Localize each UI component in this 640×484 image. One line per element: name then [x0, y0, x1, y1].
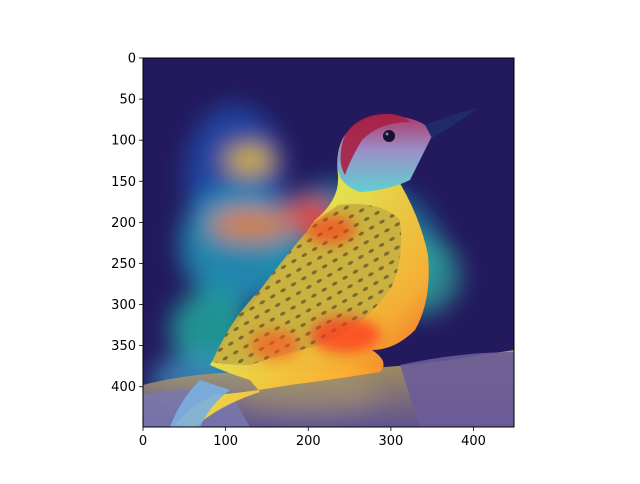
y-tick-label: 250 — [111, 257, 136, 272]
x-axis: 0 100 200 300 400 — [139, 427, 486, 449]
x-tick-label: 100 — [213, 434, 238, 449]
y-tick-label: 150 — [111, 175, 136, 190]
y-tick-label: 0 — [128, 52, 136, 67]
y-tick-label: 300 — [111, 298, 136, 313]
x-tick-label: 400 — [461, 434, 486, 449]
heatmap-image — [143, 58, 514, 427]
y-tick-label: 200 — [111, 216, 136, 231]
x-tick-label: 300 — [378, 434, 403, 449]
y-tick-label: 350 — [111, 339, 136, 354]
x-tick-label: 0 — [139, 434, 147, 449]
x-tick-label: 200 — [296, 434, 321, 449]
y-tick-label: 400 — [111, 380, 136, 395]
y-tick-label: 50 — [119, 93, 136, 108]
y-axis: 0 50 100 150 200 250 300 350 400 — [111, 52, 143, 395]
plot-frame — [142, 57, 515, 428]
y-tick-label: 100 — [111, 134, 136, 149]
